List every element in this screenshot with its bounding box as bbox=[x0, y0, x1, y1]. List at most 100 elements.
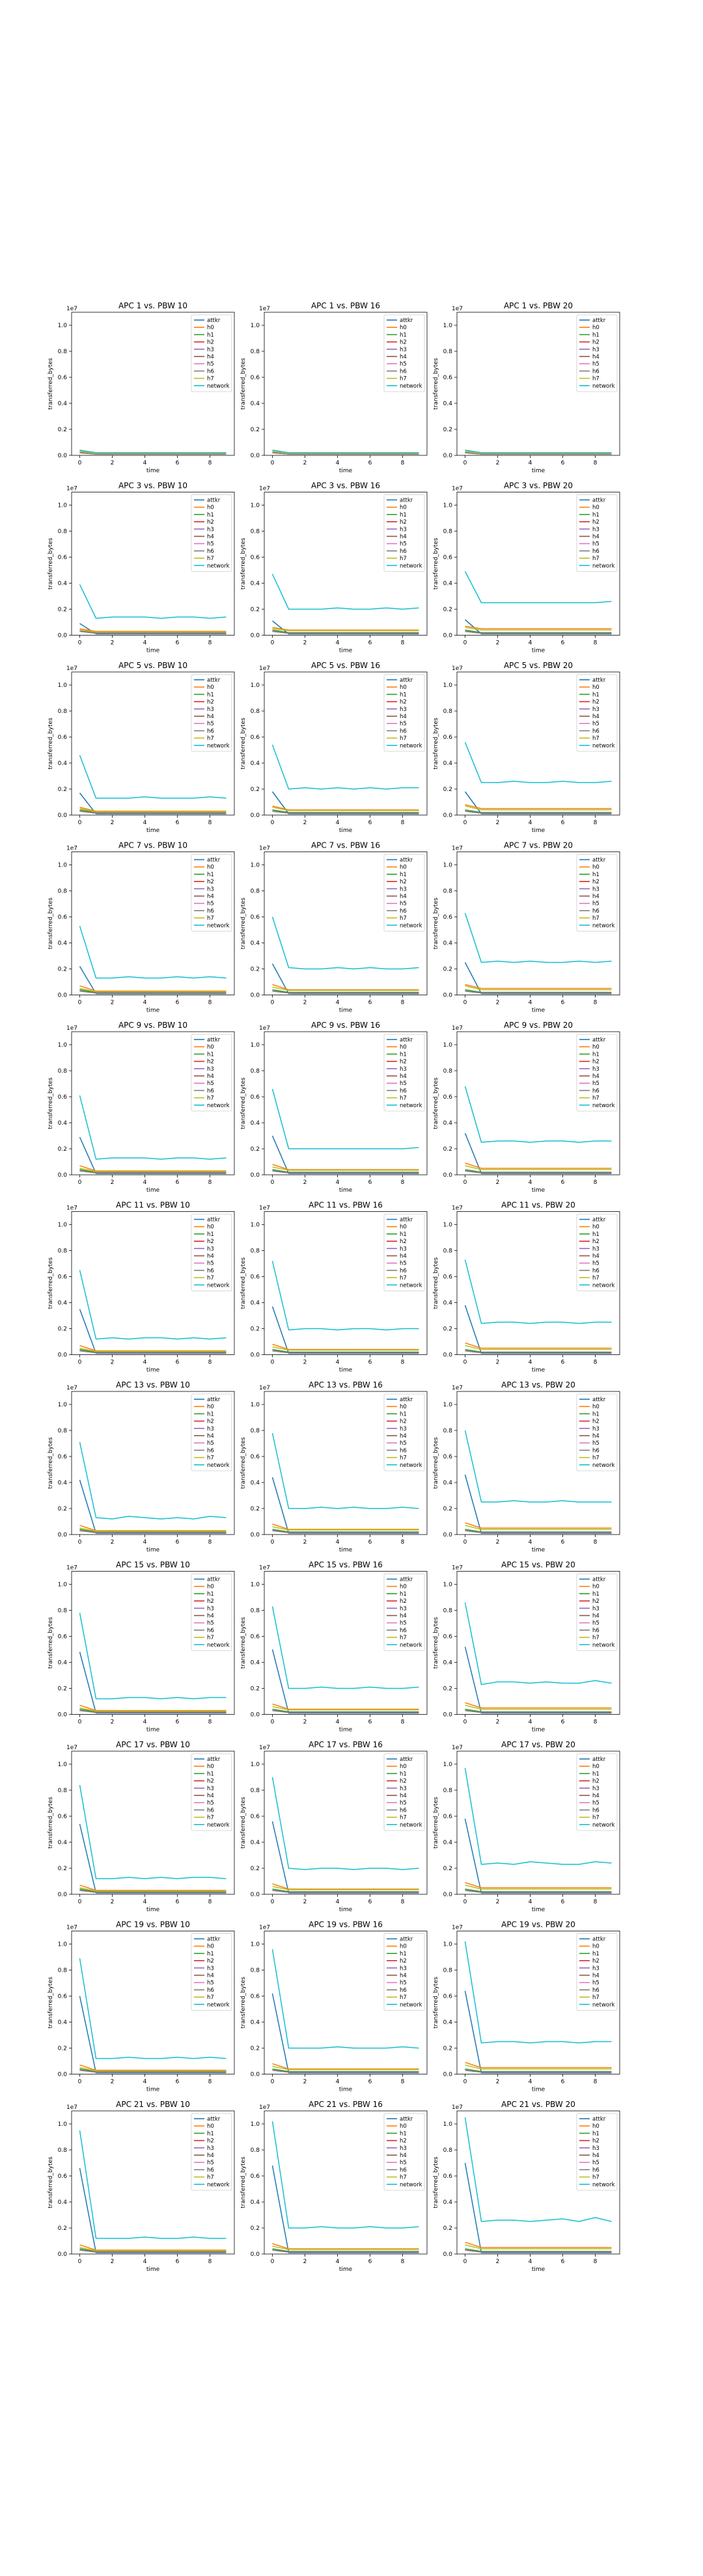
y-axis-label: transferred_bytes bbox=[433, 897, 439, 949]
x-tick-label: 8 bbox=[594, 1360, 598, 1366]
legend-entry: h6 bbox=[592, 2167, 600, 2173]
y-tick-label: 0.2 bbox=[58, 1326, 67, 1333]
legend-entry: h0 bbox=[400, 865, 407, 871]
legend-entry: h5 bbox=[400, 1620, 407, 1627]
y-tick-label: 0.0 bbox=[443, 1712, 453, 1719]
series-line-h7 bbox=[272, 628, 419, 632]
y-tick-label: 1.0 bbox=[443, 1042, 453, 1049]
x-axis-label: time bbox=[146, 648, 160, 654]
legend-entry: h7 bbox=[207, 1635, 214, 1641]
y-tick-label: 0.6 bbox=[443, 915, 453, 921]
y-tick-label: 1.0 bbox=[58, 1402, 68, 1408]
x-tick-label: 4 bbox=[529, 1179, 532, 1186]
legend-entry: attkr bbox=[207, 1937, 221, 1943]
series-line-attkr bbox=[464, 1646, 612, 1714]
y-tick-label: 0.6 bbox=[251, 1454, 260, 1460]
y-scale-label: 1e7 bbox=[259, 306, 270, 312]
legend-entry: h3 bbox=[400, 1066, 407, 1073]
series-line-h0 bbox=[79, 1165, 227, 1172]
x-tick-label: 6 bbox=[176, 820, 180, 826]
y-tick-label: 0.8 bbox=[251, 1068, 260, 1075]
legend-entry: h5 bbox=[592, 2160, 600, 2166]
y-tick-label: 0.0 bbox=[58, 1532, 68, 1538]
legend-entry: h1 bbox=[592, 512, 600, 518]
legend-entry: h5 bbox=[592, 1261, 600, 1267]
legend-entry: network bbox=[207, 743, 230, 749]
y-tick-label: 0.0 bbox=[443, 993, 453, 999]
legend-entry: h3 bbox=[400, 1786, 407, 1792]
legend-entry: h1 bbox=[592, 1951, 600, 1957]
series-line-network bbox=[79, 1958, 227, 2059]
y-tick-label: 0.4 bbox=[58, 760, 68, 767]
series-line-h1 bbox=[465, 989, 612, 993]
axes-frame bbox=[264, 2110, 428, 2255]
subplot-title: APC 7 vs. PBW 20 bbox=[504, 841, 573, 850]
y-tick-label: 0.2 bbox=[58, 967, 67, 973]
x-tick-label: 6 bbox=[561, 1179, 565, 1186]
y-tick-label: 0.0 bbox=[443, 2072, 453, 2078]
y-scale-label: 1e7 bbox=[452, 665, 463, 672]
y-axis-label: transferred_bytes bbox=[433, 1257, 439, 1309]
legend-entry: h7 bbox=[400, 1275, 407, 1281]
series-line-h1 bbox=[272, 1348, 419, 1353]
x-tick-label: 4 bbox=[143, 1539, 147, 1546]
x-tick-label: 8 bbox=[401, 1539, 405, 1546]
x-axis-label: time bbox=[532, 1727, 545, 1734]
x-tick-label: 0 bbox=[271, 1000, 275, 1006]
x-tick-label: 0 bbox=[271, 1360, 275, 1366]
y-scale-label: 1e7 bbox=[259, 665, 270, 672]
legend-entry: h3 bbox=[207, 2145, 214, 2152]
legend-box bbox=[383, 314, 425, 392]
legend-entry: h7 bbox=[400, 2175, 407, 2181]
y-tick-label: 0.2 bbox=[58, 786, 67, 793]
x-tick-label: 4 bbox=[336, 2079, 340, 2086]
legend-entry: h0 bbox=[400, 2123, 407, 2130]
subplot: APC 11 vs. PBW 20 1e7 0.0 0.2 0.4 0.6 0.8 1.0 0 2… bbox=[433, 1201, 620, 1374]
legend-entry: h6 bbox=[207, 908, 214, 915]
axes-frame bbox=[264, 1391, 428, 1535]
y-scale-label: 1e7 bbox=[452, 1385, 463, 1391]
x-tick-label: 8 bbox=[401, 820, 405, 826]
subplot-title: APC 11 vs. PBW 16 bbox=[309, 1201, 383, 1210]
x-tick-label: 8 bbox=[208, 1899, 212, 1905]
legend-entry: h5 bbox=[592, 541, 600, 548]
series-line-h6 bbox=[465, 1710, 612, 1713]
x-tick-label: 8 bbox=[594, 820, 598, 826]
legend-entry: h6 bbox=[592, 1088, 600, 1094]
legend-entry: attkr bbox=[207, 857, 221, 864]
series-line-h0 bbox=[465, 804, 612, 809]
legend-entry: attkr bbox=[592, 1397, 606, 1403]
series-line-attkr bbox=[464, 1133, 612, 1174]
series-line-network bbox=[465, 449, 612, 453]
y-tick-label: 0.6 bbox=[58, 734, 68, 741]
subplot: APC 15 vs. PBW 20 1e7 0.0 0.2 0.4 0.6 0.8 1.0 0 2… bbox=[433, 1561, 620, 1734]
x-tick-label: 6 bbox=[176, 640, 180, 647]
x-tick-label: 2 bbox=[496, 1000, 500, 1006]
y-tick-label: 0.6 bbox=[443, 2173, 453, 2180]
x-tick-label: 8 bbox=[594, 460, 598, 466]
legend-entry: h0 bbox=[592, 1044, 600, 1051]
x-axis-label: time bbox=[339, 648, 353, 654]
y-axis-label: transferred_bytes bbox=[433, 1077, 439, 1129]
y-tick-label: 1.0 bbox=[443, 863, 453, 869]
legend-entry: h5 bbox=[400, 2160, 407, 2166]
y-tick-label: 0.8 bbox=[443, 1788, 453, 1794]
legend-entry: h1 bbox=[400, 1951, 407, 1957]
series-line-h1 bbox=[272, 1708, 419, 1713]
y-tick-label: 0.6 bbox=[443, 1994, 453, 2000]
y-tick-label: 1.0 bbox=[443, 1222, 453, 1229]
x-tick-label: 6 bbox=[176, 1719, 180, 1726]
legend-entry: h7 bbox=[592, 1994, 600, 2001]
y-scale-label: 1e7 bbox=[259, 1745, 270, 1751]
legend-entry: h4 bbox=[207, 1254, 214, 1260]
legend-entry: h6 bbox=[207, 1447, 214, 1454]
y-tick-label: 0.0 bbox=[443, 1892, 453, 1898]
legend-entry: h2 bbox=[400, 2138, 407, 2145]
legend-box bbox=[191, 494, 232, 572]
legend-entry: network bbox=[592, 563, 615, 569]
series-line-h7 bbox=[272, 807, 419, 811]
axes-frame bbox=[264, 852, 428, 995]
y-tick-label: 0.2 bbox=[251, 2225, 260, 2232]
legend-entry: attkr bbox=[400, 677, 413, 684]
y-axis-label: transferred_bytes bbox=[433, 1617, 439, 1669]
